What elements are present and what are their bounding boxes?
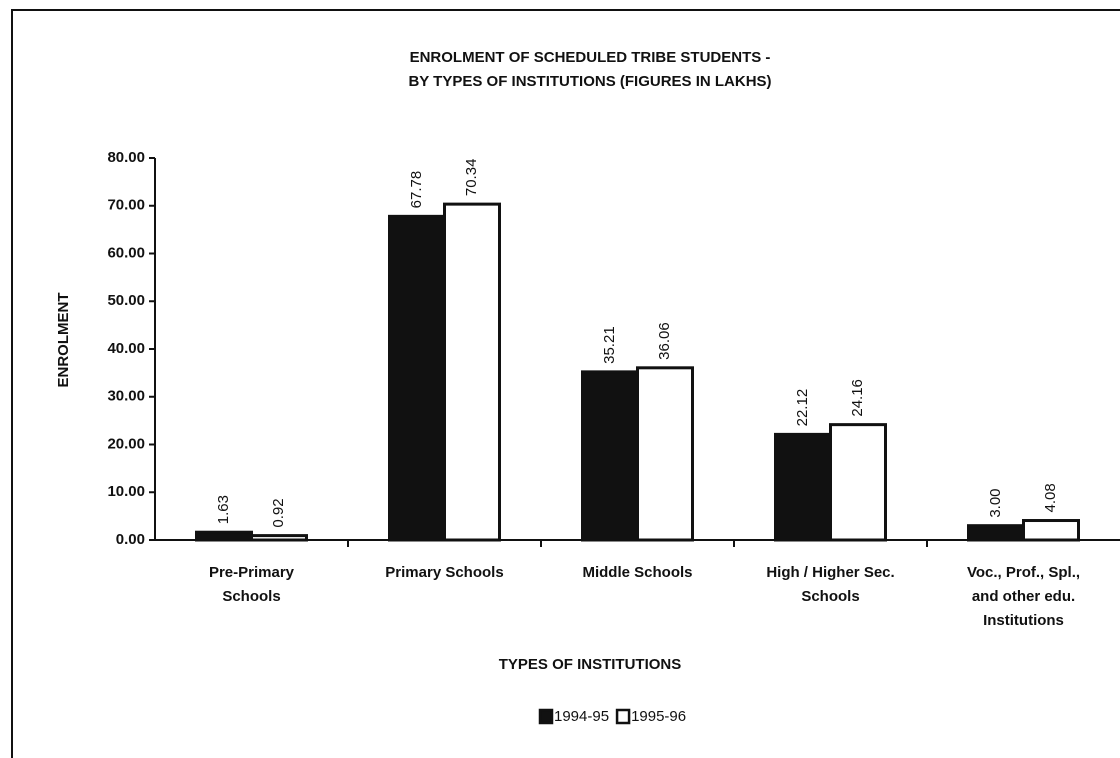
y-tick-label: 70.00 <box>107 197 145 214</box>
x-tick-label: Schools <box>801 588 859 605</box>
bar <box>443 202 501 542</box>
bar <box>581 370 639 542</box>
y-axis-title: ENROLMENT <box>55 293 72 388</box>
bar <box>829 423 887 542</box>
x-tick-label: Pre-Primary <box>209 564 295 581</box>
value-label: 22.12 <box>794 389 811 427</box>
value-label: 3.00 <box>987 488 1004 517</box>
chart-title: ENROLMENT OF SCHEDULED TRIBE STUDENTS - <box>410 49 771 66</box>
value-label: 1.63 <box>215 495 232 524</box>
x-tick-label: Institutions <box>983 612 1064 629</box>
bar <box>1022 519 1080 542</box>
bar <box>388 214 446 542</box>
bar <box>967 524 1025 542</box>
chart-title: BY TYPES OF INSTITUTIONS (FIGURES IN LAK… <box>408 73 771 90</box>
legend-swatch <box>538 708 554 725</box>
x-tick-label: Voc., Prof., Spl., <box>967 564 1080 581</box>
value-label: 0.92 <box>270 498 287 527</box>
y-tick-label: 50.00 <box>107 292 145 309</box>
value-label: 4.08 <box>1042 483 1059 512</box>
bar <box>774 432 832 542</box>
x-tick-label: Primary Schools <box>385 564 503 581</box>
value-label: 35.21 <box>601 326 618 364</box>
y-tick-label: 10.00 <box>107 483 145 500</box>
frame <box>11 9 1120 758</box>
y-tick-label: 60.00 <box>107 244 145 261</box>
value-label: 70.34 <box>463 159 480 197</box>
y-tick-label: 80.00 <box>107 149 145 166</box>
y-tick-label: 30.00 <box>107 388 145 405</box>
bar <box>636 366 694 542</box>
legend-swatch <box>615 708 631 725</box>
value-label: 24.16 <box>849 379 866 417</box>
bar <box>250 534 308 542</box>
x-tick-label: High / Higher Sec. <box>766 564 894 581</box>
y-tick-label: 40.00 <box>107 340 145 357</box>
y-tick-label: 20.00 <box>107 435 145 452</box>
value-label: 36.06 <box>656 322 673 360</box>
value-label: 67.78 <box>408 171 425 209</box>
x-tick-label: and other edu. <box>972 588 1075 605</box>
legend-label: 1994-95 <box>554 708 609 725</box>
bar <box>195 530 253 542</box>
y-tick-label: 0.00 <box>116 531 145 548</box>
x-tick-label: Middle Schools <box>582 564 692 581</box>
x-tick-label: Schools <box>222 588 280 605</box>
legend-label: 1995-96 <box>631 708 686 725</box>
x-axis-title: TYPES OF INSTITUTIONS <box>499 656 682 673</box>
